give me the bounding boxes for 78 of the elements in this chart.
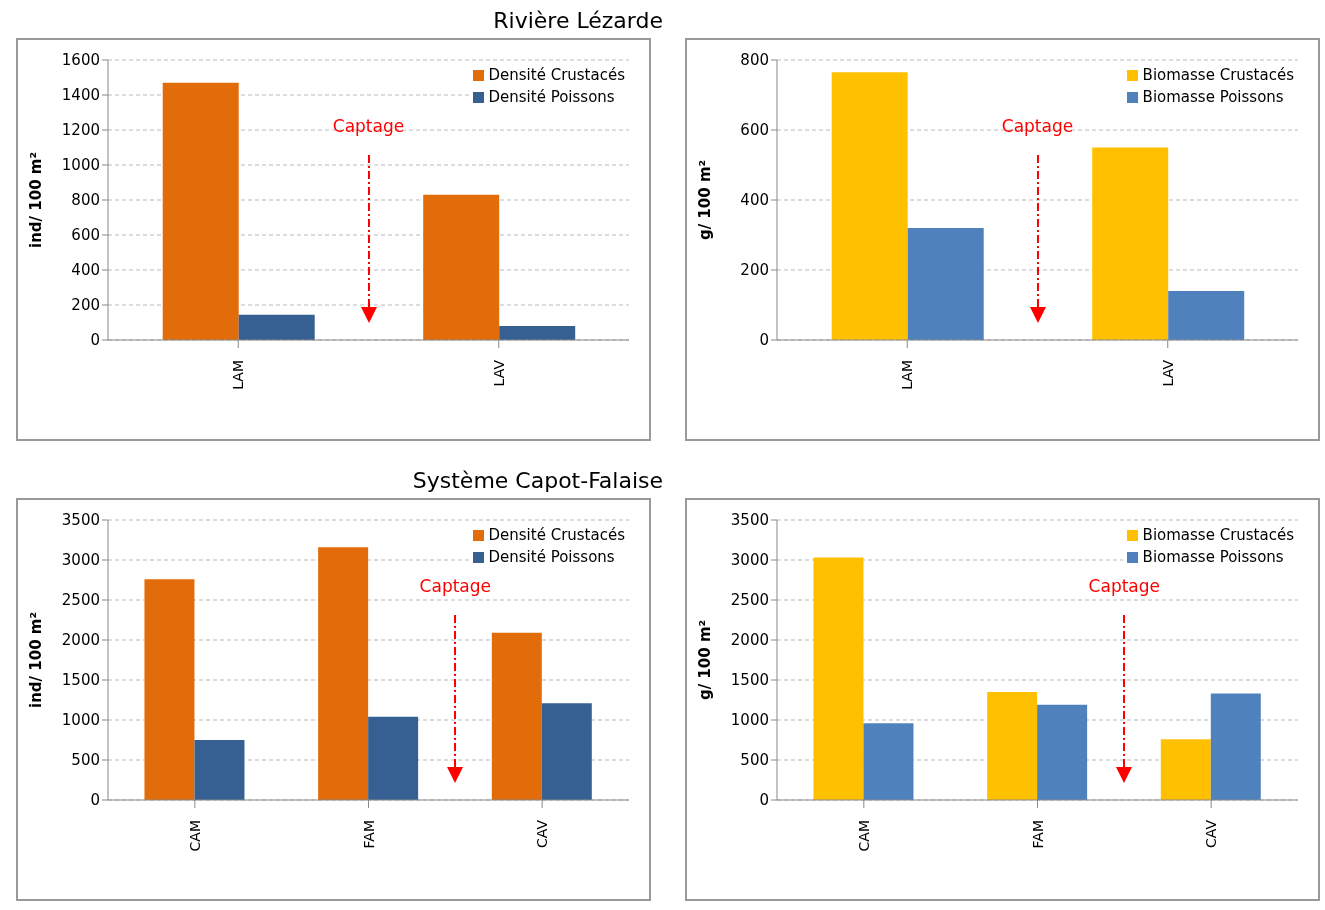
x-tick-label: LAV — [1159, 359, 1176, 387]
bar — [238, 314, 315, 340]
x-tick-label: LAV — [490, 359, 507, 387]
annotation: Captage — [418, 576, 493, 596]
legend-label: Biomasse Poissons — [1142, 547, 1284, 568]
x-tick-label: CAM — [855, 820, 872, 852]
legend-label: Biomasse Poissons — [1142, 87, 1284, 108]
bar — [368, 716, 419, 800]
bar — [813, 557, 864, 800]
bar — [831, 72, 908, 340]
y-tick-label: 1000 — [730, 711, 769, 730]
y-tick-label: 0 — [759, 791, 769, 810]
y-tick-label: 1000 — [61, 156, 100, 175]
y-tick-label: 400 — [740, 191, 769, 210]
legend-label: Biomasse Crustacés — [1142, 525, 1294, 546]
bar — [1160, 739, 1211, 800]
bar — [907, 228, 984, 340]
y-tick-label: 600 — [71, 226, 100, 245]
legend-label: Densité Crustacés — [488, 525, 625, 546]
chart-title: Rivière Lézarde — [493, 8, 663, 33]
y-tick-label: 3500 — [730, 511, 769, 530]
bar — [1037, 704, 1088, 800]
legend-label: Densité Poissons — [488, 547, 615, 568]
x-tick-label: LAM — [230, 360, 247, 390]
y-tick-label: 3000 — [730, 551, 769, 570]
x-tick-label: CAV — [1203, 819, 1220, 849]
y-tick-label: 800 — [740, 51, 769, 70]
legend-label: Densité Crustacés — [488, 65, 625, 86]
y-tick-label: 0 — [90, 791, 100, 810]
y-axis-title: g/ 100 m² — [696, 619, 715, 701]
y-tick-label: 1500 — [730, 671, 769, 690]
bar — [541, 703, 592, 800]
bar — [423, 194, 500, 340]
y-tick-label: 500 — [740, 751, 769, 770]
y-tick-label: 200 — [740, 261, 769, 280]
annotation: Captage — [1000, 116, 1075, 136]
annotation: Captage — [1087, 576, 1162, 596]
y-tick-label: 0 — [90, 331, 100, 350]
y-tick-label: 1400 — [61, 86, 100, 105]
bar — [144, 579, 195, 800]
bar — [491, 632, 542, 800]
y-tick-label: 2000 — [61, 631, 100, 650]
y-tick-label: 400 — [71, 261, 100, 280]
y-tick-label: 200 — [71, 296, 100, 315]
bar — [318, 547, 369, 800]
legend-label: Biomasse Crustacés — [1142, 65, 1294, 86]
bar — [1210, 693, 1261, 800]
y-tick-label: 800 — [71, 191, 100, 210]
bar — [194, 740, 245, 800]
bar — [863, 723, 914, 800]
y-tick-label: 1500 — [61, 671, 100, 690]
bar — [499, 326, 576, 340]
y-tick-label: 0 — [759, 331, 769, 350]
y-tick-label: 2500 — [61, 591, 100, 610]
x-tick-label: FAM — [360, 820, 377, 849]
y-tick-label: 2500 — [730, 591, 769, 610]
x-tick-label: FAM — [1029, 820, 1046, 849]
y-tick-label: 2000 — [730, 631, 769, 650]
y-tick-label: 1200 — [61, 121, 100, 140]
y-tick-label: 3500 — [61, 511, 100, 530]
bar — [162, 82, 239, 340]
y-tick-label: 3000 — [61, 551, 100, 570]
x-tick-label: CAM — [186, 820, 203, 852]
x-tick-label: LAM — [899, 360, 916, 390]
x-tick-label: CAV — [534, 819, 551, 849]
y-tick-label: 1000 — [61, 711, 100, 730]
bar — [987, 692, 1038, 800]
y-axis-title: ind/ 100 m² — [27, 152, 46, 248]
chart-title: Système Capot-Falaise — [412, 468, 663, 493]
y-tick-label: 1600 — [61, 51, 100, 70]
annotation: Captage — [331, 116, 406, 136]
y-tick-label: 500 — [71, 751, 100, 770]
legend-label: Densité Poissons — [488, 87, 615, 108]
y-tick-label: 600 — [740, 121, 769, 140]
bar — [1168, 291, 1245, 340]
bar — [1092, 147, 1169, 340]
y-axis-title: g/ 100 m² — [696, 159, 715, 241]
y-axis-title: ind/ 100 m² — [27, 612, 46, 708]
